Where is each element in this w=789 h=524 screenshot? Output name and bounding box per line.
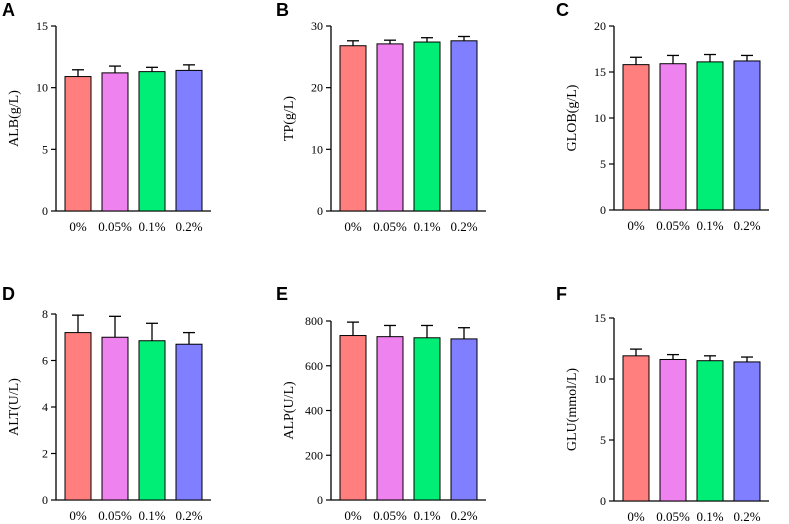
- bar: [376, 336, 404, 501]
- x-tick-label: 0.1%: [138, 508, 165, 523]
- y-tick-label: 0: [317, 204, 323, 218]
- panel-label: C: [556, 0, 569, 20]
- bar: [659, 358, 687, 502]
- y-tick-label: 15: [594, 65, 606, 79]
- bar: [696, 61, 724, 211]
- chart-panel-a: A 0 5 10 15 ALB(g/L) 0% 0.05% 0.1% 0.2%: [2, 0, 211, 234]
- y-tick-label: 20: [311, 81, 323, 95]
- x-tick-label: 0%: [627, 218, 645, 233]
- y-tick-label: 0: [42, 493, 48, 507]
- y-axis-title: ALT(U/L): [7, 378, 22, 436]
- panel-label: B: [276, 0, 289, 20]
- bar: [450, 40, 478, 212]
- y-tick-label: 10: [36, 81, 48, 95]
- bar: [138, 340, 166, 501]
- bar: [339, 45, 367, 212]
- x-tick-label: 0.1%: [413, 508, 440, 523]
- chart-panel-d: D 0 2 4 6 8 ALT(U/L) 0% 0.05% 0.1% 0.2%: [2, 284, 211, 523]
- y-axis-title: ALP(U/L): [282, 381, 297, 440]
- y-axis-title: GLU(mmol/L): [565, 368, 580, 452]
- x-tick-label: 0%: [344, 219, 362, 234]
- x-tick-label: 0%: [627, 509, 645, 524]
- bar: [733, 60, 761, 211]
- bar: [376, 43, 404, 212]
- x-tick-label: 0%: [69, 219, 87, 234]
- y-tick-label: 10: [594, 372, 606, 386]
- y-axis-title: GLOB(g/L): [565, 84, 580, 151]
- y-tick-label: 8: [42, 307, 48, 321]
- bar: [413, 337, 441, 501]
- y-axis-title: ALB(g/L): [7, 90, 22, 147]
- y-tick-label: 800: [305, 314, 323, 328]
- y-tick-label: 600: [305, 359, 323, 373]
- bar: [101, 336, 129, 501]
- y-tick-label: 2: [42, 447, 48, 461]
- y-tick-label: 10: [594, 111, 606, 125]
- y-tick-label: 200: [305, 448, 323, 462]
- y-tick-label: 0: [42, 204, 48, 218]
- bar: [339, 335, 367, 501]
- y-tick-label: 0: [600, 203, 606, 217]
- x-tick-label: 0.05%: [98, 508, 132, 523]
- panel-label: A: [2, 0, 15, 20]
- chart-panel-c: C 0 5 10 15 20 GLOB(g/L) 0% 0.05% 0.1% 0.2%: [556, 0, 769, 233]
- x-tick-label: 0.05%: [98, 219, 132, 234]
- y-tick-label: 4: [42, 400, 48, 414]
- x-tick-label: 0.1%: [138, 219, 165, 234]
- bar: [101, 72, 129, 212]
- y-tick-label: 6: [42, 354, 48, 368]
- chart-panel-e: E 0 200 400 600 800 ALP(U/L) 0% 0.05% 0.1% 0.2%: [276, 284, 486, 523]
- bar: [659, 63, 687, 211]
- x-tick-label: 0.2%: [450, 219, 477, 234]
- x-tick-label: 0.2%: [175, 219, 202, 234]
- bar: [622, 64, 650, 211]
- bar: [64, 76, 92, 212]
- panel-label: E: [276, 284, 288, 304]
- x-tick-label: 0.2%: [733, 218, 760, 233]
- x-tick-label: 0.05%: [373, 508, 407, 523]
- x-tick-label: 0.1%: [413, 219, 440, 234]
- bar: [413, 41, 441, 212]
- y-tick-label: 15: [594, 311, 606, 325]
- bar: [450, 338, 478, 501]
- bar: [175, 343, 203, 501]
- y-tick-label: 20: [594, 19, 606, 33]
- x-tick-label: 0.1%: [696, 509, 723, 524]
- x-tick-label: 0%: [69, 508, 87, 523]
- bar: [175, 69, 203, 212]
- x-tick-label: 0.05%: [373, 219, 407, 234]
- y-tick-label: 15: [36, 19, 48, 33]
- y-tick-label: 10: [311, 142, 323, 156]
- bar: [64, 332, 92, 501]
- panel-label: F: [556, 284, 567, 304]
- bar: [696, 360, 724, 502]
- y-tick-label: 5: [600, 157, 606, 171]
- chart-panel-b: B 0 10 20 30 TP(g/L) 0% 0.05% 0.1% 0.2%: [276, 0, 486, 234]
- bar: [138, 71, 166, 212]
- x-tick-label: 0.05%: [656, 509, 690, 524]
- y-tick-label: 5: [600, 433, 606, 447]
- chart-panel-f: F 0 5 10 15 GLU(mmol/L) 0% 0.05% 0.1% 0.2%: [556, 284, 769, 524]
- y-tick-label: 0: [317, 493, 323, 507]
- bar: [622, 355, 650, 502]
- x-tick-label: 0.2%: [733, 509, 760, 524]
- y-tick-label: 0: [600, 494, 606, 508]
- y-tick-label: 30: [311, 19, 323, 33]
- x-tick-label: 0.2%: [450, 508, 477, 523]
- x-tick-label: 0.2%: [175, 508, 202, 523]
- y-tick-label: 5: [42, 142, 48, 156]
- x-tick-label: 0.05%: [656, 218, 690, 233]
- y-axis-title: TP(g/L): [282, 96, 297, 141]
- panel-label: D: [2, 284, 15, 304]
- x-tick-label: 0%: [344, 508, 362, 523]
- x-tick-label: 0.1%: [696, 218, 723, 233]
- y-tick-label: 400: [305, 404, 323, 418]
- bar: [733, 361, 761, 502]
